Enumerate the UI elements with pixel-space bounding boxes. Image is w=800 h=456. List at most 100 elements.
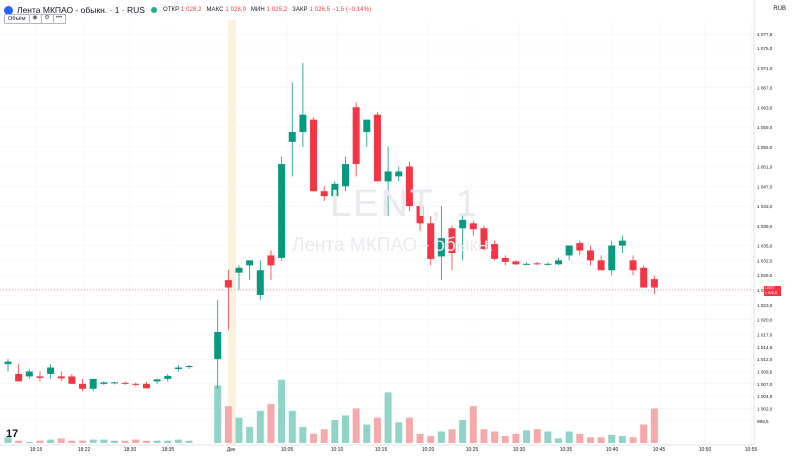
candle-body[interactable] (342, 164, 349, 187)
candle-body[interactable] (111, 382, 118, 384)
price-tick-label: 1 047,0 (757, 184, 773, 189)
candle-body[interactable] (480, 228, 488, 250)
candle-body[interactable] (132, 383, 140, 385)
price-tick-label: 1 055,0 (757, 145, 773, 150)
candle-body[interactable] (405, 166, 413, 207)
candle-body[interactable] (395, 171, 403, 177)
volume-legend[interactable]: Объём ◉ ⚙ ••• (4, 13, 66, 24)
candle-body[interactable] (576, 243, 584, 251)
candle-body[interactable] (555, 260, 562, 265)
visibility-eye-icon[interactable]: ◉ (29, 13, 42, 24)
candle-body[interactable] (256, 270, 264, 295)
volume-bar (427, 436, 435, 443)
volume-bar (89, 439, 97, 443)
volume-bar (576, 433, 584, 443)
candle-body[interactable] (267, 255, 275, 266)
time-tick-label: 10:40 (606, 447, 619, 453)
candle-body[interactable] (469, 223, 477, 230)
volume-label[interactable]: Объём (4, 13, 30, 24)
candle-body[interactable] (299, 114, 307, 132)
candle-body[interactable] (586, 250, 594, 261)
candle-body[interactable] (153, 379, 161, 382)
candle-body[interactable] (384, 171, 392, 182)
candle-body[interactable] (427, 223, 435, 259)
candle-body[interactable] (597, 260, 605, 271)
ohlc-open-label: ОТКР (162, 7, 180, 13)
ohlc-open-value: 1 028,2 (180, 7, 202, 13)
time-tick-label: 10:35 (560, 447, 573, 453)
candle-body[interactable] (565, 245, 573, 256)
candle-body[interactable] (608, 245, 616, 271)
candle-body[interactable] (142, 383, 150, 389)
volume-bar (405, 417, 413, 443)
candle-body[interactable] (100, 382, 108, 384)
candle-body[interactable] (640, 267, 648, 288)
volume-bar (586, 437, 594, 443)
symbol-legend[interactable]: Лента МКПАО - обыкн. · 1 · RUS ОТКР 1 02… (4, 3, 374, 17)
time-tick-label: 10:30 (513, 447, 526, 453)
candle-body[interactable] (288, 131, 296, 142)
volume-bar (331, 420, 339, 443)
volume-bar (363, 424, 371, 443)
currency-label[interactable]: RUB (773, 6, 786, 12)
candle-body[interactable] (47, 367, 55, 374)
candle-body[interactable] (533, 263, 541, 265)
candle-body[interactable] (416, 206, 424, 224)
candle-body[interactable] (57, 376, 65, 379)
settings-gear-icon[interactable]: ⚙ (41, 13, 54, 24)
candle-body[interactable] (320, 191, 328, 197)
watermark-name: Лента МКПАО - обыкн. (292, 235, 494, 256)
candle-body[interactable] (523, 263, 531, 265)
price-tick-label: 1 020,0 (757, 318, 773, 323)
candle-body[interactable] (246, 260, 254, 266)
price-tick-label: 1 004,5 (757, 394, 773, 399)
candle-body[interactable] (448, 228, 456, 253)
price-tick-label: 1 002,0 (757, 407, 773, 412)
volume-bar (565, 431, 573, 443)
volume-bar (142, 440, 150, 443)
time-tick-label: Дек (227, 447, 236, 453)
candle-body[interactable] (278, 164, 286, 258)
candle-body[interactable] (331, 183, 339, 197)
candle-body[interactable] (235, 267, 243, 273)
price-axis: 1 077,8 1 075,0 1 071,0 1 067,0 1 063,0 1 059… (757, 32, 776, 424)
symbol-title[interactable]: Лента МКПАО - обыкн. · 1 · RUS (17, 5, 145, 15)
candle-body[interactable] (437, 238, 445, 257)
candle-body[interactable] (352, 107, 360, 165)
candle-body[interactable] (68, 376, 76, 384)
candle-body[interactable] (629, 260, 637, 271)
candle-body[interactable] (512, 261, 520, 265)
candle-body[interactable] (618, 240, 626, 246)
candle-body[interactable] (185, 366, 193, 368)
candle-body[interactable] (121, 382, 129, 384)
candle-body[interactable] (214, 331, 222, 360)
candle-body[interactable] (363, 119, 371, 132)
candle-body[interactable] (164, 375, 172, 379)
candle-body[interactable] (310, 119, 318, 192)
candle-body[interactable] (25, 371, 33, 377)
candle-body[interactable] (544, 263, 552, 265)
tradingview-logo-icon[interactable]: 17 (6, 428, 19, 440)
volume-bar (416, 433, 424, 443)
candle-body[interactable] (501, 257, 509, 262)
price-tick-label: 1 075,0 (757, 46, 773, 51)
candle-body[interactable] (650, 279, 658, 288)
more-button[interactable]: ••• (53, 13, 66, 24)
candle-body[interactable] (15, 373, 23, 382)
volume-bar (246, 426, 254, 443)
candle-body[interactable] (459, 219, 467, 229)
candle-body[interactable] (373, 114, 381, 182)
time-tick-label: 18:35 (162, 447, 175, 453)
candle-body[interactable] (491, 244, 499, 259)
candle-body[interactable] (4, 361, 12, 365)
candle-body[interactable] (89, 378, 97, 389)
volume-bar (373, 417, 381, 443)
market-status-icon[interactable] (150, 7, 157, 13)
volume-bar (533, 429, 541, 443)
candle-body[interactable] (174, 367, 182, 370)
last-price-tag: LENT 1 026,5 (764, 286, 781, 296)
candle-body[interactable] (36, 376, 44, 378)
candle-body[interactable] (224, 280, 232, 288)
candle-body[interactable] (79, 383, 87, 389)
